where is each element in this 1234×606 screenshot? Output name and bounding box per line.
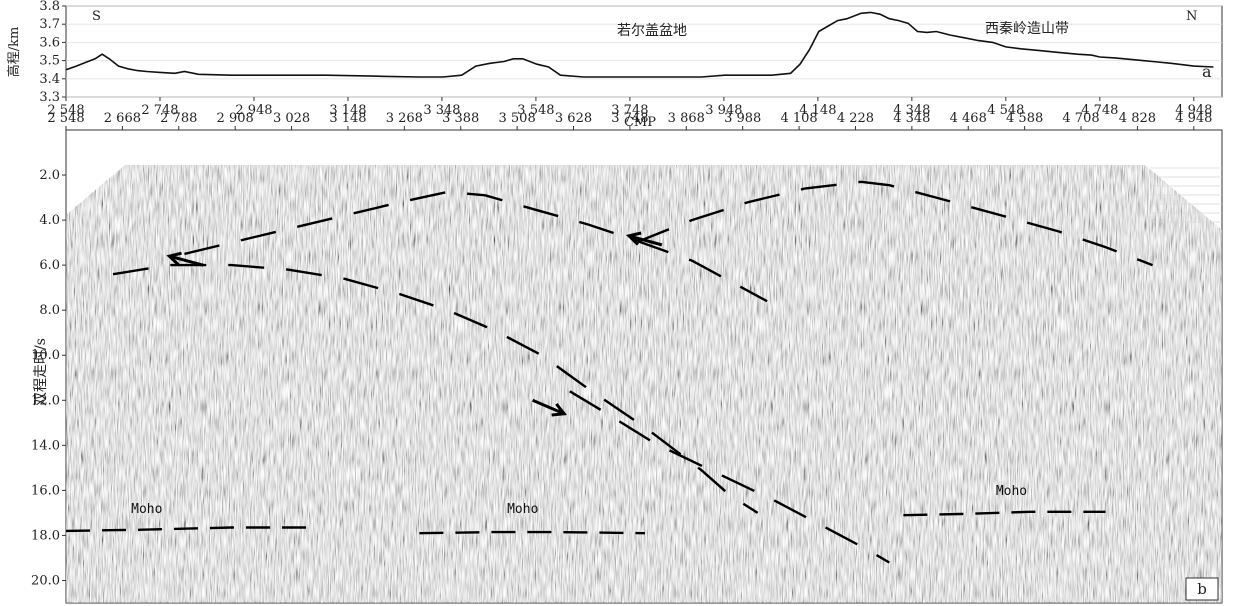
twt-y-tick-label: 6.0 bbox=[39, 258, 60, 273]
cmp-tick-label-top: 3 868 bbox=[668, 111, 705, 126]
cmp-tick-label: 3 148 bbox=[329, 103, 366, 118]
twt-y-tick-label: 14.0 bbox=[31, 438, 60, 453]
cmp-tick-label: 4 948 bbox=[1175, 103, 1212, 118]
elevation-panel: 3.33.43.53.63.73.8 2 548 2 748 2 948 3 148 3… bbox=[6, 0, 1223, 130]
cmp-tick-label-top: 3 748 bbox=[611, 111, 648, 126]
fault-reflector-line bbox=[569, 390, 890, 564]
seismic-section bbox=[66, 165, 1222, 603]
cmp-tick-label: 3 548 bbox=[517, 103, 554, 118]
cmp-tick-label-top: 4 588 bbox=[1006, 111, 1043, 126]
cmp-tick-label: 2 548 bbox=[47, 103, 84, 118]
moho-reflector-line bbox=[65, 526, 307, 533]
cmp-tick-label-top: 4 348 bbox=[893, 111, 930, 126]
panel-a-label: a bbox=[1202, 62, 1212, 81]
cmp-tick-label: 3 748 bbox=[611, 103, 648, 118]
fault-reflector-line bbox=[184, 190, 768, 303]
elevation-x-ticks: 2 548 2 748 2 948 3 148 3 348 3 548 3 748 3 948… bbox=[47, 97, 1212, 118]
cmp-tick-label-top: 4 108 bbox=[780, 111, 817, 126]
cmp-tick-label-top: 3 028 bbox=[273, 111, 310, 126]
moho-label: Moho bbox=[131, 502, 162, 517]
cmp-tick-label: 3 348 bbox=[423, 103, 460, 118]
elevation-y-tick-label: 3.7 bbox=[39, 17, 60, 32]
cmp-tick-label-top: 2 668 bbox=[104, 111, 141, 126]
cmp-tick-label-top: 2 548 bbox=[47, 111, 84, 126]
elevation-profile-line bbox=[65, 11, 1214, 78]
seismic-x-ticks: 2 548 2 668 2 788 2 908 3 028 3 148 3 268 3 388… bbox=[47, 111, 1212, 130]
elevation-y-axis-label: 高程/km bbox=[6, 27, 22, 78]
moho-label: Moho bbox=[507, 502, 538, 517]
motion-arrow bbox=[625, 231, 663, 247]
twt-y-tick-label: 2.0 bbox=[39, 168, 60, 183]
twt-y-tick-label: 18.0 bbox=[31, 528, 60, 543]
interpreted-reflectors bbox=[65, 180, 1153, 564]
twt-y-tick-label: 8.0 bbox=[39, 303, 60, 318]
cmp-tick-label-top: 4 948 bbox=[1175, 111, 1212, 126]
cmp-tick-label-top: 3 268 bbox=[386, 111, 423, 126]
twt-y-tick-label: 4.0 bbox=[39, 213, 60, 228]
cmp-tick-label: 4 148 bbox=[799, 103, 836, 118]
seismic-panel: 2.0 4.0 6.0 8.0 10.0 12.0 14.0 16.0 18.0 20.0 2 5… bbox=[31, 111, 1223, 604]
moho-reflector-line bbox=[903, 510, 1106, 517]
cmp-tick-label: 2 948 bbox=[235, 103, 272, 118]
elevation-y-tick-label: 3.5 bbox=[39, 54, 60, 69]
fault-reflector-line bbox=[112, 263, 759, 514]
moho-label: Moho bbox=[996, 484, 1027, 499]
twt-y-tick-label: 16.0 bbox=[31, 483, 60, 498]
twt-y-tick-label: 20.0 bbox=[31, 573, 60, 588]
cmp-tick-label-top: 2 788 bbox=[160, 111, 197, 126]
section-top-gridlines bbox=[1150, 167, 1222, 223]
cmp-tick-label-top: 3 508 bbox=[499, 111, 536, 126]
cmp-tick-label: 2 748 bbox=[141, 103, 178, 118]
cmp-tick-label-top: 3 148 bbox=[329, 111, 366, 126]
seismic-y-ticks: 2.0 4.0 6.0 8.0 10.0 12.0 14.0 16.0 18.0 20.0 bbox=[31, 168, 66, 588]
cmp-tick-label: 4 348 bbox=[893, 103, 930, 118]
cmp-axis-label: CMP bbox=[624, 115, 656, 130]
elevation-grid bbox=[66, 5, 1222, 98]
twt-y-tick-label: 10.0 bbox=[31, 348, 60, 363]
elevation-y-tick-label: 3.4 bbox=[39, 72, 60, 87]
cmp-tick-label: 3 948 bbox=[705, 103, 742, 118]
motion-arrows bbox=[166, 231, 663, 417]
cmp-tick-label-top: 2 908 bbox=[217, 111, 254, 126]
cmp-tick-label-top: 4 828 bbox=[1119, 111, 1156, 126]
elevation-y-tick-label: 3.6 bbox=[39, 35, 60, 50]
panel-b-label-box bbox=[1185, 577, 1219, 601]
north-label: N bbox=[1186, 9, 1197, 24]
cmp-tick-label-top: 4 708 bbox=[1062, 111, 1099, 126]
motion-arrow bbox=[532, 398, 567, 417]
twt-y-tick-label: 12.0 bbox=[31, 393, 60, 408]
cmp-tick-label-top: 4 468 bbox=[950, 111, 987, 126]
south-label: S bbox=[92, 9, 101, 24]
elevation-y-tick-label: 3.8 bbox=[39, 0, 60, 14]
basin-label: 若尔盖盆地 bbox=[617, 23, 687, 39]
moho-labels: Moho Moho Moho bbox=[131, 484, 1027, 517]
cmp-tick-label-top: 3 628 bbox=[555, 111, 592, 126]
cmp-tick-label: 4 548 bbox=[987, 103, 1024, 118]
cmp-tick-label-top: 3 388 bbox=[442, 111, 479, 126]
elevation-y-tick-label: 3.3 bbox=[39, 90, 60, 105]
cmp-tick-label-top: 4 228 bbox=[837, 111, 874, 126]
cmp-tick-label-top: 3 988 bbox=[724, 111, 761, 126]
moho-reflector-line bbox=[419, 530, 645, 535]
orogen-label: 西秦岭造山带 bbox=[985, 21, 1069, 37]
twt-y-axis-label: 双程走时/s bbox=[33, 338, 49, 406]
elevation-y-ticks: 3.3 3.4 3.5 3.6 3.7 3.8 bbox=[39, 0, 66, 105]
motion-arrow bbox=[166, 251, 204, 267]
panel-b-label: b bbox=[1197, 580, 1207, 598]
fault-reflector-line bbox=[635, 180, 1153, 267]
cmp-tick-label: 4 748 bbox=[1081, 103, 1118, 118]
